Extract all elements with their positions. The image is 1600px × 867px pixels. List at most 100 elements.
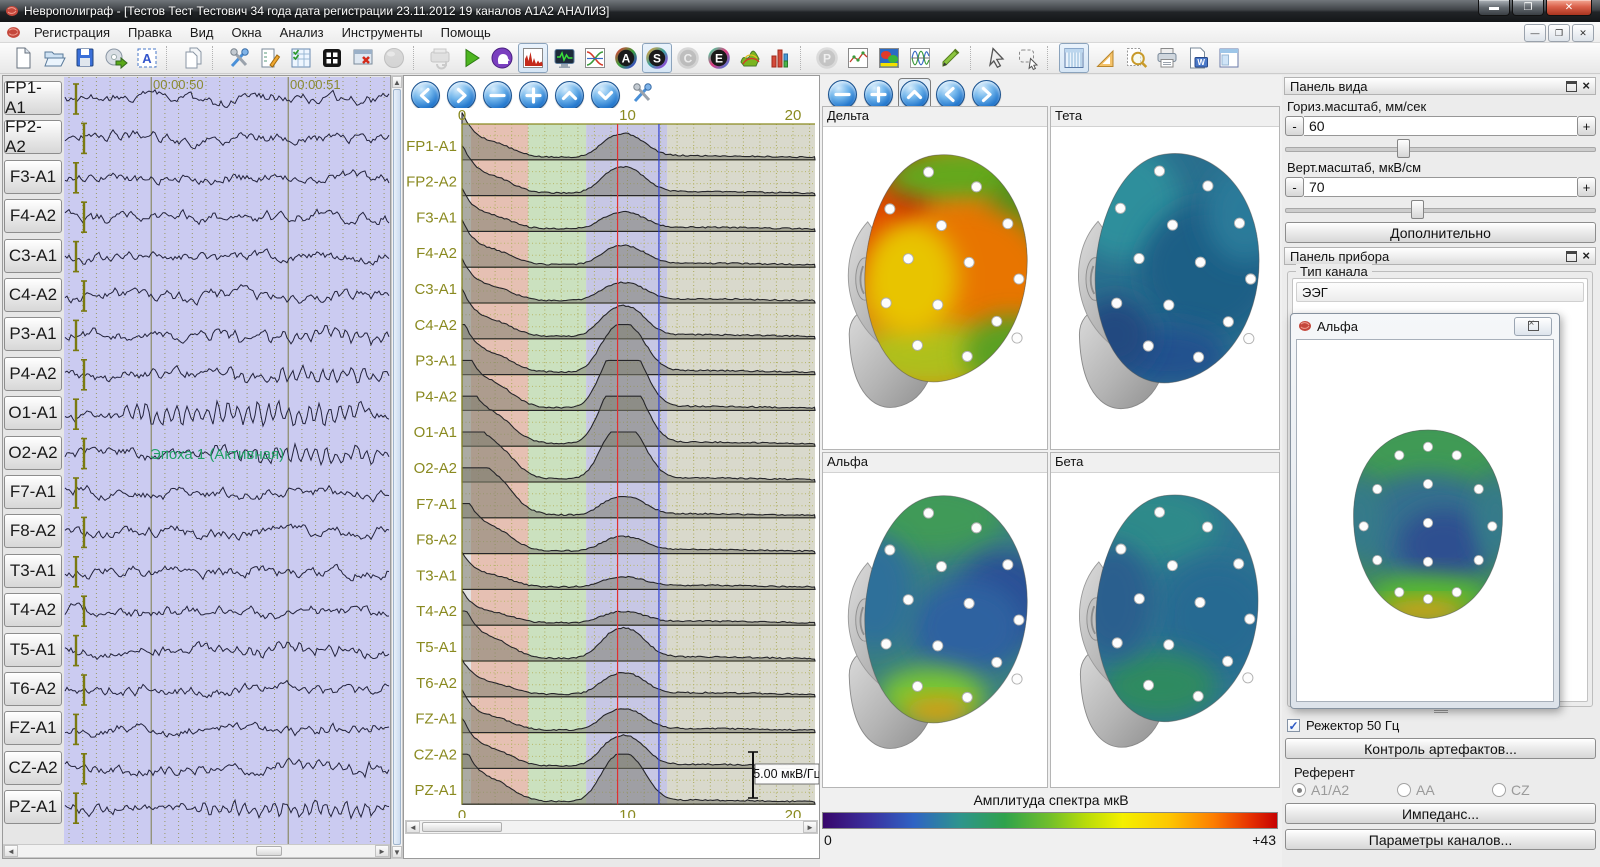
circle-e-button[interactable]: E <box>704 43 734 73</box>
new-document-button[interactable] <box>8 43 38 73</box>
scroll-down-arrow[interactable]: ▼ <box>392 846 402 858</box>
channel-button-C4-A2[interactable]: C4-A2 <box>4 278 62 312</box>
crossing-curves-button[interactable] <box>580 43 610 73</box>
montage-editor-button[interactable] <box>255 43 285 73</box>
channel-button-FP1-A1[interactable]: FP1-A1 <box>4 81 62 115</box>
menu-0[interactable]: Регистрация <box>25 23 119 42</box>
head-analysis-button[interactable] <box>487 43 517 73</box>
sphere-button[interactable] <box>379 43 409 73</box>
map-panel-beta[interactable]: Бета <box>1050 452 1280 788</box>
horiz-scale-value[interactable] <box>1304 116 1577 136</box>
channel-button-F7-A1[interactable]: F7-A1 <box>4 475 62 509</box>
referent-option-aa[interactable]: AA <box>1397 782 1492 798</box>
channel-button-F8-A2[interactable]: F8-A2 <box>4 514 62 548</box>
referent-option-a1a2[interactable]: A1/A2 <box>1292 782 1397 798</box>
menu-1[interactable]: Правка <box>119 23 181 42</box>
zoom-search-button[interactable] <box>1121 43 1151 73</box>
resize-grip[interactable] <box>1434 708 1448 715</box>
menu-2[interactable]: Вид <box>181 23 223 42</box>
channel-type-item[interactable]: ЭЭГ <box>1296 282 1584 302</box>
menu-3[interactable]: Окна <box>222 23 270 42</box>
eeg-traces[interactable]: 00:00:5000:00:51Эпоха 1 (Активная) <box>64 77 390 845</box>
spectrum-hscrollbar[interactable]: ◄ ► <box>405 820 818 834</box>
printer-button[interactable] <box>1152 43 1182 73</box>
grid-view-button[interactable] <box>317 43 347 73</box>
table-columns-button[interactable] <box>1059 43 1089 73</box>
slider-thumb[interactable] <box>1397 139 1410 158</box>
close-panel-icon[interactable]: × <box>1582 251 1590 261</box>
brain-map-button[interactable] <box>874 43 904 73</box>
scroll-up-arrow[interactable]: ▲ <box>392 76 402 88</box>
scroll-thumb[interactable] <box>393 89 401 845</box>
copy-epoch-button[interactable] <box>178 43 208 73</box>
channel-button-T4-A2[interactable]: T4-A2 <box>4 593 62 627</box>
channel-button-F3-A1[interactable]: F3-A1 <box>4 160 62 194</box>
circle-p-button[interactable]: P <box>812 43 842 73</box>
vert-scale-slider[interactable] <box>1285 200 1596 217</box>
menu-4[interactable]: Анализ <box>271 23 333 42</box>
channel-button-O1-A1[interactable]: O1-A1 <box>4 396 62 430</box>
region-select-button[interactable] <box>1013 43 1043 73</box>
channel-button-O2-A2[interactable]: O2-A2 <box>4 436 62 470</box>
play-analysis-button[interactable] <box>456 43 486 73</box>
float-panel-icon[interactable] <box>1566 251 1577 262</box>
float-panel-icon[interactable] <box>1566 81 1577 92</box>
record-button[interactable] <box>425 43 455 73</box>
artifact-control-button[interactable]: Контроль артефактов... <box>1285 738 1596 759</box>
spectrum-histogram-button[interactable] <box>518 43 548 73</box>
report-doc-button[interactable]: W <box>1183 43 1213 73</box>
channel-button-T5-A1[interactable]: T5-A1 <box>4 633 62 667</box>
channel-button-P3-A1[interactable]: P3-A1 <box>4 317 62 351</box>
channel-button-P4-A2[interactable]: P4-A2 <box>4 357 62 391</box>
trend-graph-button[interactable] <box>843 43 873 73</box>
vert-minus-button[interactable]: - <box>1285 177 1304 197</box>
horiz-plus-button[interactable]: + <box>1577 116 1596 136</box>
menu-5[interactable]: Инструменты <box>333 23 432 42</box>
alpha-window-titlebar[interactable]: Альфа <box>1291 314 1559 338</box>
notch-filter-checkbox[interactable]: ✓ <box>1287 719 1300 732</box>
menu-6[interactable]: Помощь <box>432 23 500 42</box>
scroll-right-arrow[interactable]: ► <box>375 845 389 857</box>
channel-button-PZ-A1[interactable]: PZ-A1 <box>4 790 62 824</box>
vert-scale-value[interactable] <box>1304 177 1577 197</box>
mdi-close-button[interactable]: ✕ <box>1572 24 1594 42</box>
circle-s-button[interactable]: S <box>642 43 672 73</box>
circle-c-button[interactable]: C <box>673 43 703 73</box>
set-square-button[interactable] <box>1090 43 1120 73</box>
scroll-left-arrow[interactable]: ◄ <box>406 821 420 833</box>
impedance-button[interactable]: Импеданс... <box>1285 803 1596 824</box>
horiz-scale-slider[interactable] <box>1285 139 1596 156</box>
minimize-button[interactable]: ▬ <box>1478 0 1510 16</box>
tools-settings-button[interactable] <box>224 43 254 73</box>
slider-thumb[interactable] <box>1411 200 1424 219</box>
restore-button[interactable]: ❐ <box>1512 0 1544 16</box>
surface-3d-button[interactable] <box>735 43 765 73</box>
histogram-bars-button[interactable] <box>766 43 796 73</box>
channel-button-FZ-A1[interactable]: FZ-A1 <box>4 711 62 745</box>
cursor-arrow-button[interactable] <box>982 43 1012 73</box>
scroll-right-arrow[interactable]: ► <box>803 821 817 833</box>
save-file-button[interactable] <box>70 43 100 73</box>
marker-pen-button[interactable] <box>936 43 966 73</box>
close-panel-icon[interactable]: × <box>1582 81 1590 91</box>
horiz-minus-button[interactable]: - <box>1285 116 1304 136</box>
close-window-red-button[interactable] <box>348 43 378 73</box>
referent-option-cz[interactable]: CZ <box>1492 782 1530 798</box>
alpha-map-window[interactable]: Альфа <box>1290 313 1560 709</box>
eeg-hscrollbar[interactable]: ◄ ► <box>3 844 390 858</box>
scroll-thumb[interactable] <box>256 846 282 856</box>
more-options-button[interactable]: Дополнительно <box>1285 222 1596 243</box>
channel-button-T6-A2[interactable]: T6-A2 <box>4 672 62 706</box>
vert-plus-button[interactable]: + <box>1577 177 1596 197</box>
channel-params-button[interactable]: Параметры каналов... <box>1285 829 1596 850</box>
channel-button-FP2-A2[interactable]: FP2-A2 <box>4 120 62 154</box>
spectrum-settings-button[interactable] <box>629 80 655 111</box>
circle-a-button[interactable]: A <box>611 43 641 73</box>
scroll-left-arrow[interactable]: ◄ <box>4 845 18 857</box>
eeg-vscrollbar[interactable]: ▲ ▼ <box>391 75 403 859</box>
panel-layout-button[interactable] <box>1214 43 1244 73</box>
signal-monitor-button[interactable] <box>549 43 579 73</box>
channel-button-CZ-A2[interactable]: CZ-A2 <box>4 751 62 785</box>
map-panel-delta[interactable]: Дельта <box>822 106 1048 450</box>
map-panel-alpha[interactable]: Альфа <box>822 452 1048 788</box>
